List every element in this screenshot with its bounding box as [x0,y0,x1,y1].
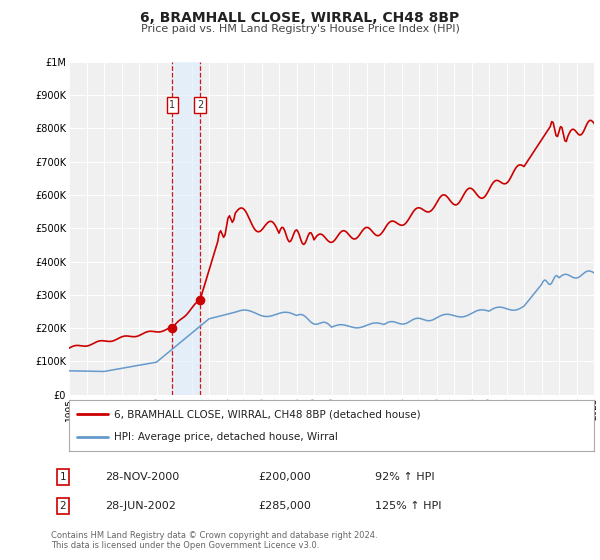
Text: 92% ↑ HPI: 92% ↑ HPI [375,472,434,482]
Text: 125% ↑ HPI: 125% ↑ HPI [375,501,442,511]
Text: HPI: Average price, detached house, Wirral: HPI: Average price, detached house, Wirr… [113,432,337,442]
Bar [172,62,200,395]
Text: 28-NOV-2000: 28-NOV-2000 [105,472,179,482]
Text: £200,000: £200,000 [258,472,311,482]
Point [195,295,205,304]
Text: Contains HM Land Registry data © Crown copyright and database right 2024.
This d: Contains HM Land Registry data © Crown c… [51,531,377,550]
Text: 1: 1 [169,100,175,110]
Text: 2: 2 [197,100,203,110]
Text: £285,000: £285,000 [258,501,311,511]
Text: 6, BRAMHALL CLOSE, WIRRAL, CH48 8BP: 6, BRAMHALL CLOSE, WIRRAL, CH48 8BP [140,11,460,25]
Text: 28-JUN-2002: 28-JUN-2002 [105,501,176,511]
Text: 6, BRAMHALL CLOSE, WIRRAL, CH48 8BP (detached house): 6, BRAMHALL CLOSE, WIRRAL, CH48 8BP (det… [113,409,420,419]
Text: 2: 2 [59,501,67,511]
Point [167,324,177,333]
Text: 1: 1 [59,472,67,482]
Text: Price paid vs. HM Land Registry's House Price Index (HPI): Price paid vs. HM Land Registry's House … [140,24,460,34]
